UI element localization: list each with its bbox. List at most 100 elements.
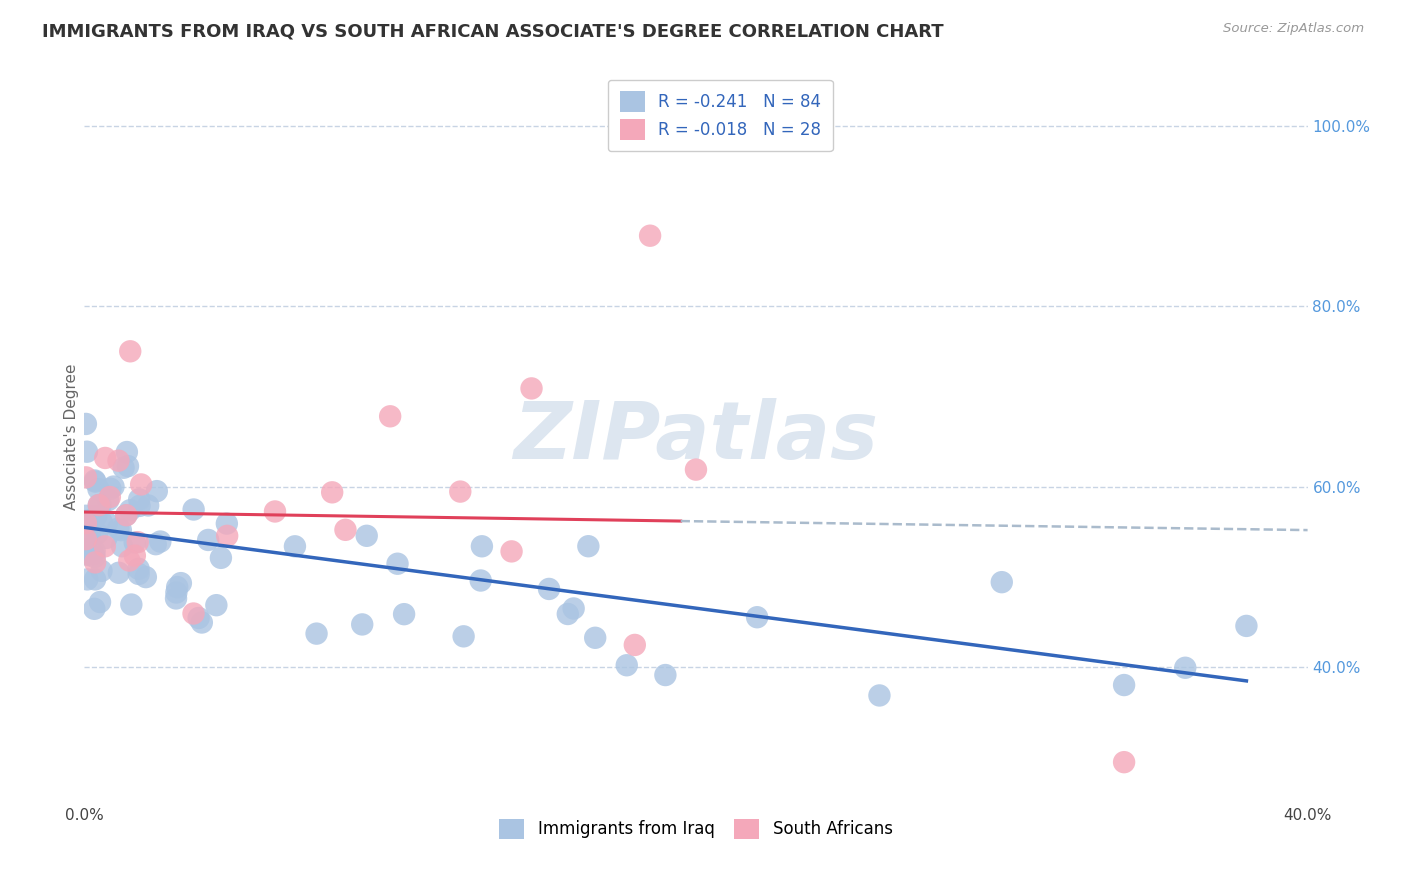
Point	[638, 228, 661, 243]
Point	[145, 537, 167, 551]
Point	[75, 532, 97, 546]
Point	[380, 409, 402, 424]
Point	[520, 381, 543, 395]
Legend: Immigrants from Iraq, South Africans: Immigrants from Iraq, South Africans	[492, 812, 900, 846]
Point	[146, 484, 169, 499]
Point	[209, 550, 232, 565]
Point	[86, 526, 108, 541]
Point	[537, 582, 560, 596]
Point	[84, 509, 107, 524]
Point	[103, 479, 125, 493]
Point	[84, 555, 107, 569]
Point	[1114, 678, 1136, 692]
Point	[685, 462, 707, 476]
Point	[264, 504, 287, 518]
Point	[79, 527, 101, 541]
Point	[128, 499, 150, 513]
Point	[183, 607, 205, 621]
Point	[115, 445, 138, 459]
Point	[96, 531, 118, 545]
Point	[124, 535, 146, 549]
Point	[197, 533, 219, 547]
Point	[115, 508, 138, 523]
Point	[215, 516, 238, 531]
Point	[335, 523, 357, 537]
Point	[128, 566, 150, 581]
Point	[76, 547, 98, 561]
Point	[557, 607, 579, 621]
Point	[110, 523, 132, 537]
Point	[471, 539, 494, 553]
Point	[654, 668, 676, 682]
Point	[129, 477, 152, 491]
Point	[128, 492, 150, 507]
Point	[90, 516, 112, 530]
Point	[111, 539, 134, 553]
Point	[84, 475, 107, 489]
Point	[562, 601, 585, 615]
Point	[120, 344, 142, 359]
Point	[118, 553, 141, 567]
Point	[75, 508, 97, 523]
Y-axis label: Associate's Degree: Associate's Degree	[63, 364, 79, 510]
Point	[94, 540, 117, 554]
Point	[205, 598, 228, 612]
Point	[76, 514, 98, 528]
Point	[305, 626, 328, 640]
Point	[453, 629, 475, 643]
Point	[449, 484, 471, 499]
Point	[352, 617, 374, 632]
Point	[107, 522, 129, 536]
Point	[83, 544, 105, 558]
Point	[94, 450, 117, 465]
Point	[149, 534, 172, 549]
Point	[166, 580, 188, 594]
Point	[747, 610, 769, 624]
Text: ZIPatlas: ZIPatlas	[513, 398, 879, 476]
Point	[75, 542, 97, 557]
Point	[501, 544, 523, 558]
Point	[321, 485, 343, 500]
Point	[75, 516, 97, 530]
Point	[76, 573, 98, 587]
Point	[97, 493, 120, 508]
Point	[83, 602, 105, 616]
Point	[76, 444, 98, 458]
Point	[991, 575, 1014, 590]
Point	[187, 611, 209, 625]
Point	[82, 547, 104, 561]
Point	[165, 591, 187, 606]
Point	[115, 508, 138, 523]
Point	[1174, 661, 1197, 675]
Point	[98, 490, 121, 504]
Point	[183, 502, 205, 516]
Point	[117, 459, 139, 474]
Point	[470, 574, 492, 588]
Point	[77, 548, 100, 562]
Point	[75, 530, 97, 544]
Point	[108, 566, 131, 580]
Point	[90, 564, 112, 578]
Point	[120, 598, 142, 612]
Point	[84, 573, 107, 587]
Point	[87, 482, 110, 496]
Point	[356, 529, 378, 543]
Point	[387, 557, 409, 571]
Point	[191, 615, 214, 630]
Text: Source: ZipAtlas.com: Source: ZipAtlas.com	[1223, 22, 1364, 36]
Point	[87, 498, 110, 512]
Point	[127, 535, 149, 549]
Point	[112, 460, 135, 475]
Point	[616, 658, 638, 673]
Point	[100, 482, 122, 496]
Point	[96, 516, 118, 530]
Point	[576, 539, 599, 553]
Point	[107, 453, 129, 467]
Point	[90, 498, 112, 512]
Point	[83, 549, 105, 564]
Point	[392, 607, 415, 622]
Point	[624, 638, 647, 652]
Point	[165, 585, 187, 599]
Point	[75, 470, 97, 484]
Point	[83, 474, 105, 488]
